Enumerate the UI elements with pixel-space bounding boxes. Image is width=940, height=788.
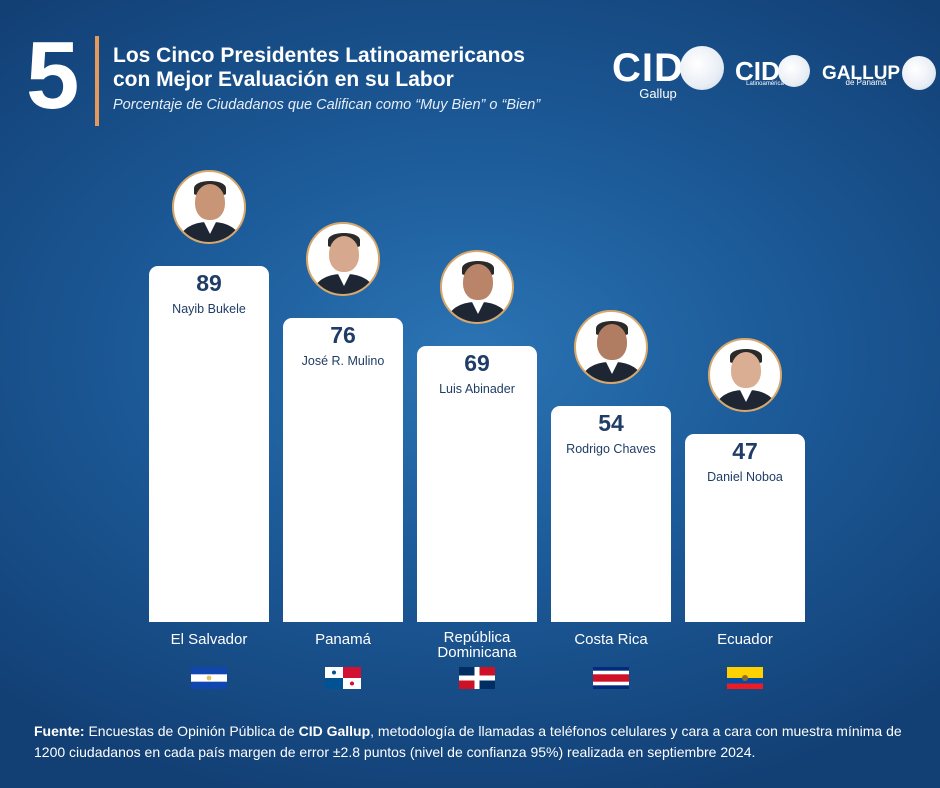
bar-president-name: Daniel Noboa <box>707 470 783 484</box>
bar-2 <box>283 318 403 622</box>
category-label-line: Ecuador <box>717 631 773 648</box>
header-divider <box>95 36 99 126</box>
category-label: El Salvador <box>149 632 269 647</box>
title-line-1: Los Cinco Presidentes Latinoamericanos <box>113 44 525 67</box>
photo-head <box>463 264 493 300</box>
category-label-line: Panamá <box>315 631 371 648</box>
bar-value-label: 54 <box>598 410 624 436</box>
photo-head <box>329 236 359 272</box>
cid-latinoamerica-logo-sub: Latinoamérica <box>746 81 784 87</box>
ecuador-flag <box>727 667 763 689</box>
costa-rica-flag <box>593 667 629 689</box>
globe-icon <box>679 46 724 90</box>
category-label-line: Dominicana <box>437 644 517 661</box>
bar-president-name: Luis Abinader <box>439 382 515 396</box>
bar-5 <box>685 434 805 622</box>
president-photo <box>574 310 648 384</box>
bar-1 <box>149 266 269 622</box>
dominican-republic-flag <box>459 667 495 689</box>
cid-gallup-logo: CID Gallup <box>612 46 724 101</box>
bar-value-label: 76 <box>330 322 356 348</box>
photo-head <box>597 324 627 360</box>
bar-president-name: José R. Mulino <box>301 354 385 368</box>
cid-gallup-logo-word: CID <box>612 46 684 90</box>
category-label: Costa Rica <box>551 632 671 647</box>
panama-flag <box>325 667 361 689</box>
cid-gallup-logo-sub: Gallup <box>639 86 677 101</box>
chart-subtitle: Porcentaje de Ciudadanos que Califican c… <box>113 97 541 113</box>
bar-3 <box>417 346 537 622</box>
bar-president-name: Nayib Bukele <box>172 302 246 316</box>
bar-4 <box>551 406 671 622</box>
bar-value-label: 69 <box>464 350 490 376</box>
gallup-panama-logo: GALLUP de Panamá <box>822 56 937 90</box>
bar-value-label: 47 <box>732 438 758 464</box>
footer-brand: CID Gallup <box>298 723 371 739</box>
category-label-line: República <box>443 629 511 646</box>
globe-icon <box>902 56 937 90</box>
footer-text-2: , metodología de llamadas a teléfonos ce… <box>34 723 902 760</box>
cid-latinoamerica-logo-word: CID <box>735 56 780 86</box>
photo-head <box>731 352 761 388</box>
header-number: 5 <box>26 22 80 129</box>
category-label: Ecuador <box>685 632 805 647</box>
president-photo <box>708 338 782 412</box>
footer-text-1: Encuestas de Opinión Pública de <box>84 723 299 739</box>
president-photo <box>172 170 246 244</box>
bar-president-name: Rodrigo Chaves <box>566 442 656 456</box>
category-label: Panamá <box>283 632 403 647</box>
president-photo <box>440 250 514 324</box>
el-salvador-flag <box>191 667 227 689</box>
bar-value-label: 89 <box>196 270 222 296</box>
president-photo <box>306 222 380 296</box>
category-label-line: El Salvador <box>170 631 248 648</box>
category-label-line: Costa Rica <box>574 631 648 648</box>
photo-head <box>195 184 225 220</box>
gallup-panama-logo-sub: de Panamá <box>845 78 887 87</box>
footer-label: Fuente: <box>34 723 85 739</box>
globe-icon <box>777 55 810 87</box>
chart-title: Los Cinco Presidentes Latinoamericanos c… <box>113 44 583 92</box>
source-footnote: Fuente: Encuestas de Opinión Pública de … <box>34 721 914 763</box>
title-line-2: con Mejor Evaluación en su Labor <box>113 68 454 91</box>
category-label: República Dominicana <box>417 630 537 660</box>
gallup-panama-logo-word: GALLUP <box>822 62 901 84</box>
cid-latinoamerica-logo: CID Latinoamérica <box>735 55 810 87</box>
